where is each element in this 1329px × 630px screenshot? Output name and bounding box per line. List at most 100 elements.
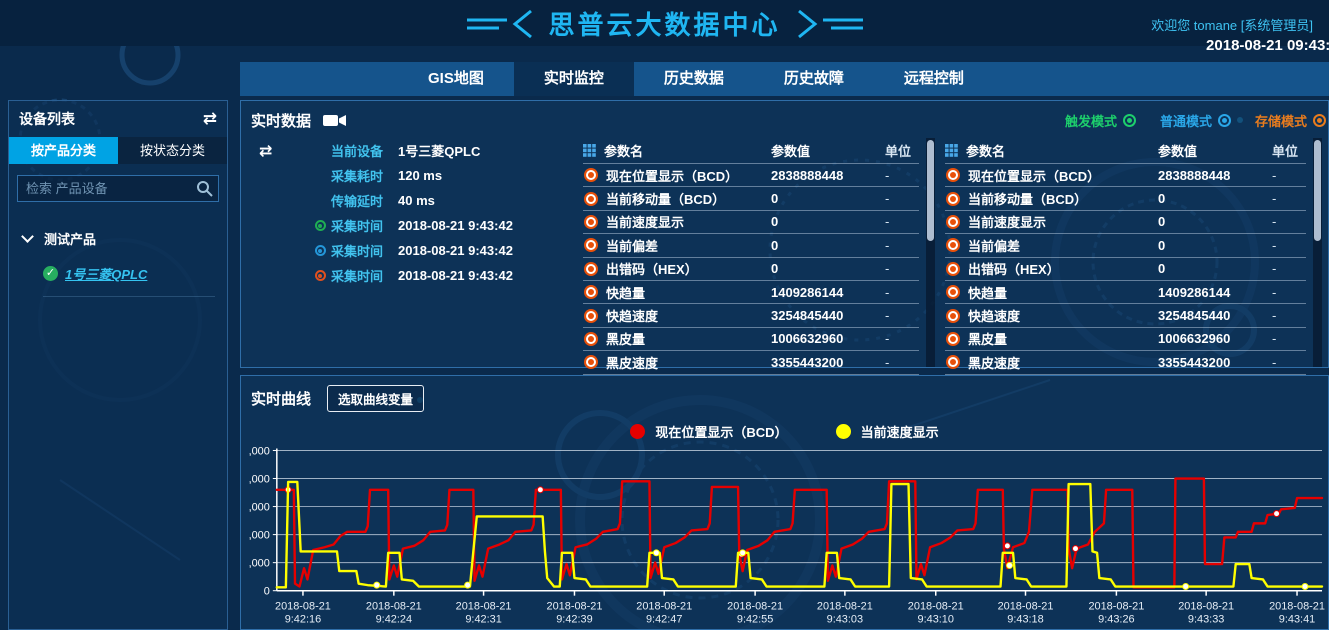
param-value-cell: 0	[1158, 191, 1166, 207]
table-row: 出错码（HEX） 0 -	[945, 258, 1306, 281]
target-icon	[588, 289, 594, 296]
swap-icon[interactable]: ⇄	[202, 109, 217, 128]
info-label-text: 采集时间	[330, 244, 383, 259]
param-name-text: 快趋速度	[606, 309, 659, 325]
target-icon	[950, 195, 956, 202]
info-value: 120 ms	[398, 168, 443, 183]
param-name-text: 黑皮速度	[606, 355, 659, 371]
param-unit-cell: -	[885, 261, 890, 277]
param-unit-cell: -	[885, 237, 890, 253]
info-label-text: 采集耗时	[330, 169, 383, 184]
scrollbar-thumb[interactable]	[927, 140, 934, 241]
param-value-cell: 0	[771, 261, 779, 277]
select-curve-variable-button[interactable]: 选取曲线变量	[327, 385, 425, 412]
info-value: 2018-08-21 9:43:42	[398, 218, 513, 233]
mode-trigger[interactable]: 触发模式	[1065, 111, 1136, 130]
swap-device-icon[interactable]: ⇄	[259, 143, 273, 160]
camera-icon[interactable]	[323, 114, 347, 127]
param-name-text: 黑皮量	[968, 332, 1008, 348]
svg-text:2018-08-219:42:39: 2018-08-21 9:42:39	[547, 601, 603, 626]
param-value-cell: 3355443200	[771, 354, 844, 370]
header-param-value: 参数值	[771, 144, 811, 159]
param-unit-cell: -	[885, 214, 890, 230]
param-name-text: 现在位置显示（BCD）	[968, 168, 1101, 184]
param-unit-cell: -	[1272, 261, 1277, 277]
collect-time-icon	[314, 270, 326, 281]
nav-tab-2[interactable]: 历史数据	[663, 70, 724, 87]
nav-tab-0[interactable]: GIS地图	[428, 70, 484, 87]
table-row: 出错码（HEX） 0 -	[583, 258, 919, 281]
device-link[interactable]: 1号三菱QPLC	[65, 267, 148, 282]
info-label: 传输延时	[279, 191, 383, 210]
param-value-cell: 1006632960	[771, 331, 844, 347]
param-value-cell: 2838888448	[771, 167, 844, 183]
info-label: 采集时间	[279, 216, 383, 235]
scrollbar-thumb[interactable]	[1314, 140, 1321, 241]
header-param-name: 参数名	[583, 141, 763, 160]
header-param-value: 参数值	[1158, 144, 1198, 159]
param-name-cell: 当前移动量（BCD）	[583, 189, 763, 208]
tab-by-product[interactable]: 按产品分类	[9, 137, 118, 164]
param-unit-cell: -	[1272, 354, 1277, 370]
nav-tab-3[interactable]: 历史故障	[783, 70, 844, 87]
param-name-text: 现在位置显示（BCD）	[606, 168, 739, 184]
title-wrap: 思普云大数据中心	[466, 5, 863, 42]
nav-tab-1[interactable]: 实时监控	[513, 62, 634, 96]
table-row: 当前移动量（BCD） 0 -	[583, 187, 919, 211]
table-row: 当前移动量（BCD） 0 -	[945, 187, 1306, 211]
param-name-cell: 现在位置显示（BCD）	[945, 166, 1150, 185]
table-row: 现在位置显示（BCD） 2838888448 -	[945, 164, 1306, 188]
param-value-cell: 0	[771, 214, 779, 230]
legend-item-0[interactable]: 现在位置显示（BCD）	[630, 422, 788, 441]
param-name-text: 当前速度显示	[968, 215, 1047, 231]
target-icon	[588, 312, 594, 319]
legend-label: 当前速度显示	[860, 425, 939, 440]
param-unit-cell: -	[1272, 237, 1277, 253]
legend-item-1[interactable]: 当前速度显示	[835, 422, 939, 441]
title-flourish-right	[797, 9, 863, 38]
param-unit-cell: -	[885, 191, 890, 207]
target-icon	[588, 195, 594, 202]
info-row-3: 采集时间 2018-08-21 9:43:42	[279, 213, 573, 238]
tree-group-test-product[interactable]: 测试产品	[19, 229, 217, 248]
mode-label: 普通模式	[1159, 114, 1212, 129]
param-value-cell: 0	[771, 237, 779, 253]
nav-tab-4[interactable]: 远程控制	[903, 70, 964, 87]
info-row-5: 采集时间 2018-08-21 9:43:42	[279, 263, 573, 288]
tab-by-status[interactable]: 按状态分类	[118, 137, 227, 164]
realtime-curve-panel: 实时曲线 选取曲线变量 现在位置显示（BCD） 当前速度显示 0 ,000 ,000,…	[240, 375, 1329, 630]
tree-device-item[interactable]: ✓ 1号三菱QPLC	[43, 264, 215, 297]
param-name-cell: 快趋量	[583, 283, 763, 302]
target-icon	[588, 265, 594, 272]
scrollbar-right-table[interactable]	[1313, 138, 1322, 367]
svg-text:,000: ,000	[249, 473, 270, 485]
info-label-text: 当前设备	[330, 144, 383, 159]
svg-text:2018-08-219:43:18: 2018-08-21 9:43:18	[998, 601, 1054, 626]
param-unit-cell: -	[1272, 308, 1277, 324]
param-name-cell: 出错码（HEX）	[945, 259, 1150, 278]
device-search-input[interactable]	[17, 175, 219, 202]
scrollbar-left-table[interactable]	[926, 138, 935, 367]
param-value-cell: 3254845440	[1158, 308, 1231, 324]
mode-storage[interactable]: 存储模式	[1255, 111, 1326, 130]
param-name-cell: 黑皮量	[583, 329, 763, 348]
search-icon	[197, 181, 213, 197]
table-row: 黑皮速度 3355443200 -	[583, 351, 919, 375]
param-name-text: 当前偏差	[606, 238, 659, 254]
param-table-left: 参数名 参数值 单位 现在位置显示（BCD） 2838888448- 当前移动量（BCD）…	[583, 138, 919, 375]
mode-normal[interactable]: 普通模式	[1160, 111, 1231, 130]
svg-text:2018-08-219:42:47: 2018-08-21 9:42:47	[636, 601, 692, 626]
table-row: 黑皮量 1006632960 -	[583, 328, 919, 352]
target-icon	[588, 218, 594, 225]
info-row-4: 采集时间 2018-08-21 9:43:42	[279, 238, 573, 263]
table-row: 快趋速度 3254845440 -	[583, 304, 919, 328]
datetime-text: 2018-08-21 09:43:42	[1206, 37, 1329, 54]
info-label: 采集时间	[279, 241, 383, 260]
param-name-cell: 当前移动量（BCD）	[945, 189, 1150, 208]
param-name-text: 出错码（HEX）	[968, 262, 1060, 278]
svg-text:2018-08-219:43:33: 2018-08-21 9:43:33	[1178, 601, 1234, 626]
table-row: 快趋速度 3254845440 -	[945, 304, 1306, 328]
svg-text:2018-08-219:42:55: 2018-08-21 9:42:55	[727, 601, 783, 626]
svg-text:2018-08-219:42:31: 2018-08-21 9:42:31	[456, 601, 512, 626]
param-name-text: 快趋量	[606, 285, 646, 301]
